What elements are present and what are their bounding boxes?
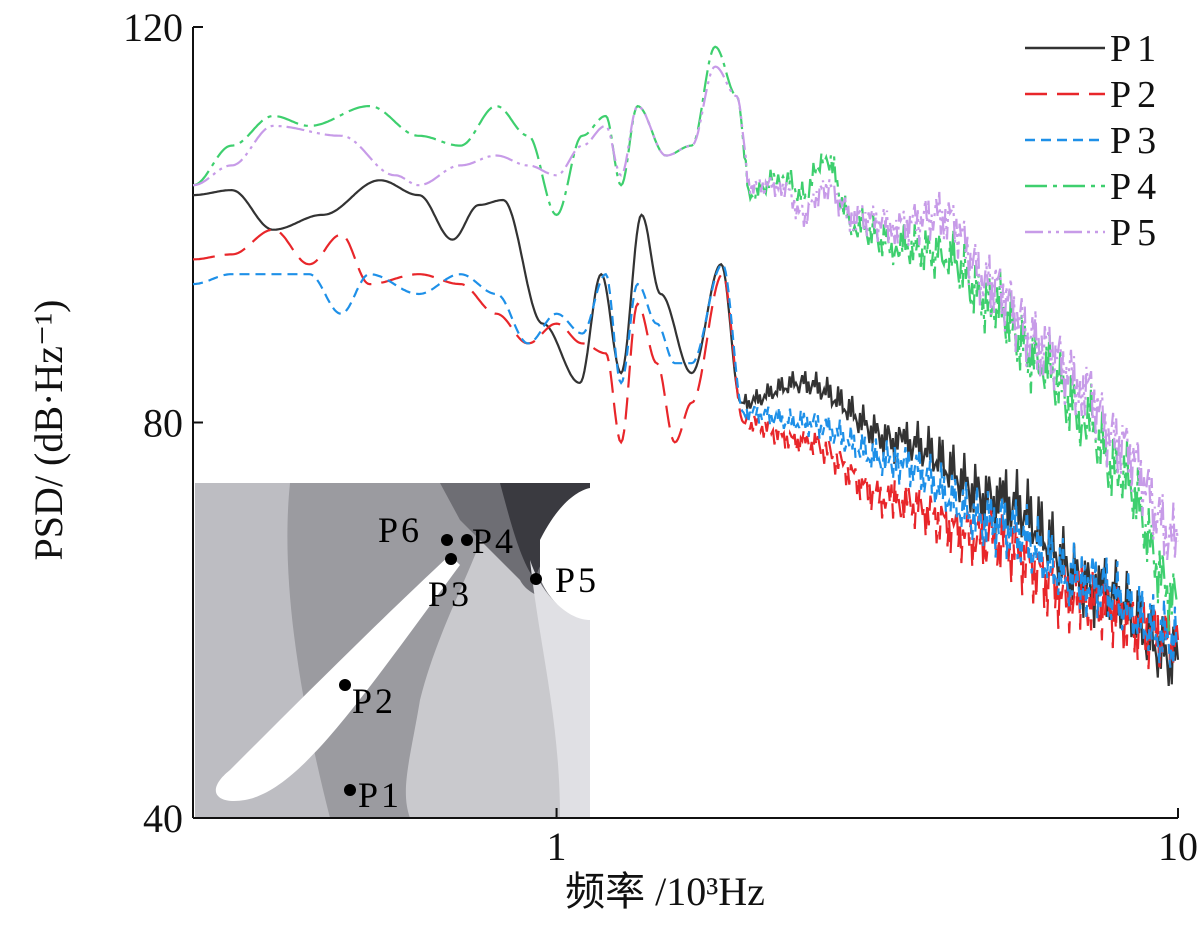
y-tick-label: 80 xyxy=(143,401,183,446)
x-axis-label: 频率 /10³Hz xyxy=(565,869,765,914)
series-line-p1 xyxy=(193,179,1180,686)
legend-label: P2 xyxy=(1110,74,1162,116)
inset-point-marker xyxy=(445,553,457,565)
y-tick-label: 40 xyxy=(143,796,183,841)
inset-point-marker xyxy=(339,679,351,691)
series-line-p5 xyxy=(192,65,1180,560)
x-tick-label: 10 xyxy=(1158,824,1198,869)
series-line-p2 xyxy=(192,228,1180,673)
legend-label: P4 xyxy=(1110,166,1162,208)
x-tick-label: 1 xyxy=(547,824,567,869)
y-axis-label: PSD/ (dB·Hz⁻¹) xyxy=(26,300,71,561)
legend-label: P3 xyxy=(1110,120,1162,162)
inset-point-marker xyxy=(461,534,473,546)
inset-point-label: P1 xyxy=(358,775,402,815)
inset-point-marker xyxy=(441,534,453,546)
y-tick-label: 120 xyxy=(123,5,183,50)
inset-point-label: P2 xyxy=(352,681,396,721)
inset-point-label: P5 xyxy=(555,560,599,600)
legend-label: P5 xyxy=(1110,212,1162,254)
inset-point-label: P6 xyxy=(378,510,422,550)
inset-point-marker xyxy=(530,573,542,585)
inset-point-label: P3 xyxy=(428,574,472,614)
inset-point-label: P4 xyxy=(472,521,516,561)
inset-point-marker xyxy=(344,784,356,796)
series-line-p3 xyxy=(192,262,1179,668)
legend-label: P1 xyxy=(1110,28,1162,70)
